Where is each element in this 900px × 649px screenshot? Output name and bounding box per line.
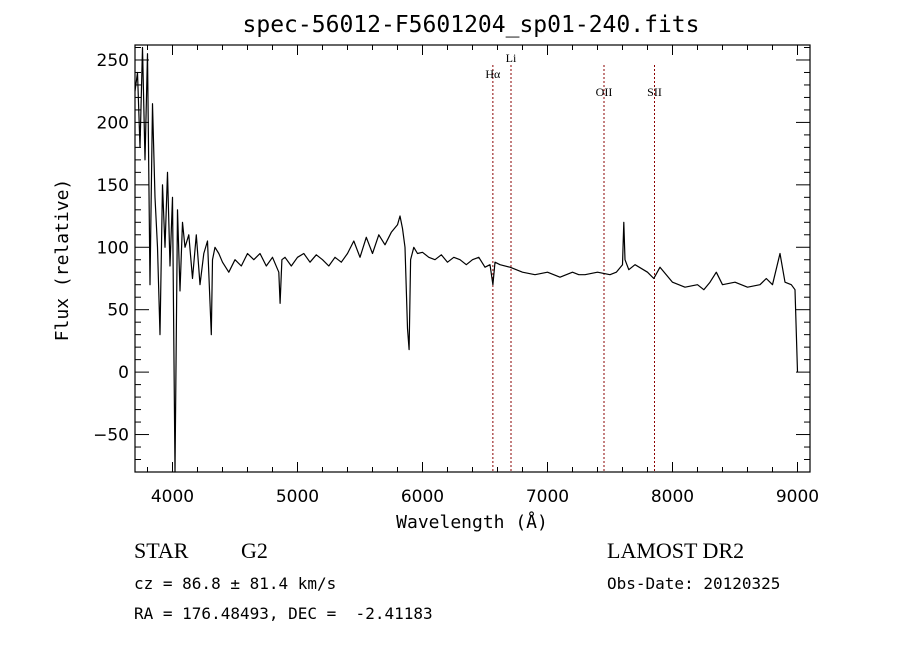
x-tick-label: 5000	[276, 487, 319, 507]
line-markers: Hα Li OII SII	[485, 51, 662, 472]
y-tick-label: 200	[97, 113, 129, 133]
y-tick-label: 250	[97, 51, 129, 71]
line-marker-label: OII	[596, 85, 613, 99]
spectrum-line	[134, 46, 799, 473]
line-marker-label: Li	[506, 51, 517, 65]
obs-date: Obs-Date: 20120325	[607, 574, 780, 593]
x-tick-label: 9000	[776, 487, 819, 507]
object-class: STAR	[134, 538, 189, 563]
y-axis: −50 0 50 100 150 200 250	[93, 46, 810, 461]
y-tick-label: 100	[97, 238, 129, 258]
survey-name: LAMOST DR2	[607, 538, 744, 563]
redshift-info: cz = 86.8 ± 81.4 km/s	[134, 574, 336, 593]
chart-title: spec-56012-F5601204_sp01-240.fits	[243, 12, 700, 38]
x-tick-label: 8000	[651, 487, 694, 507]
object-subclass: G2	[241, 538, 268, 563]
x-axis: 4000 5000 6000 7000 8000 9000	[147, 45, 819, 507]
line-marker-label: Hα	[485, 67, 501, 81]
y-axis-label: Flux (relative)	[52, 179, 73, 342]
x-tick-label: 6000	[401, 487, 444, 507]
x-axis-label: Wavelength (Å)	[396, 511, 548, 533]
x-tick-label: 4000	[151, 487, 194, 507]
y-tick-label: −50	[93, 426, 129, 446]
x-tick-label: 7000	[526, 487, 569, 507]
plot-area: Hα Li OII SII 4000 5000 6000 7000 8000 9000 −50 0…	[93, 44, 819, 507]
line-marker-label: SII	[647, 85, 662, 99]
coordinates-info: RA = 176.48493, DEC = -2.41183	[134, 604, 433, 623]
y-tick-label: 150	[97, 176, 129, 196]
y-tick-label: 0	[118, 363, 129, 383]
plot-frame	[134, 44, 811, 473]
y-tick-label: 50	[107, 301, 129, 321]
